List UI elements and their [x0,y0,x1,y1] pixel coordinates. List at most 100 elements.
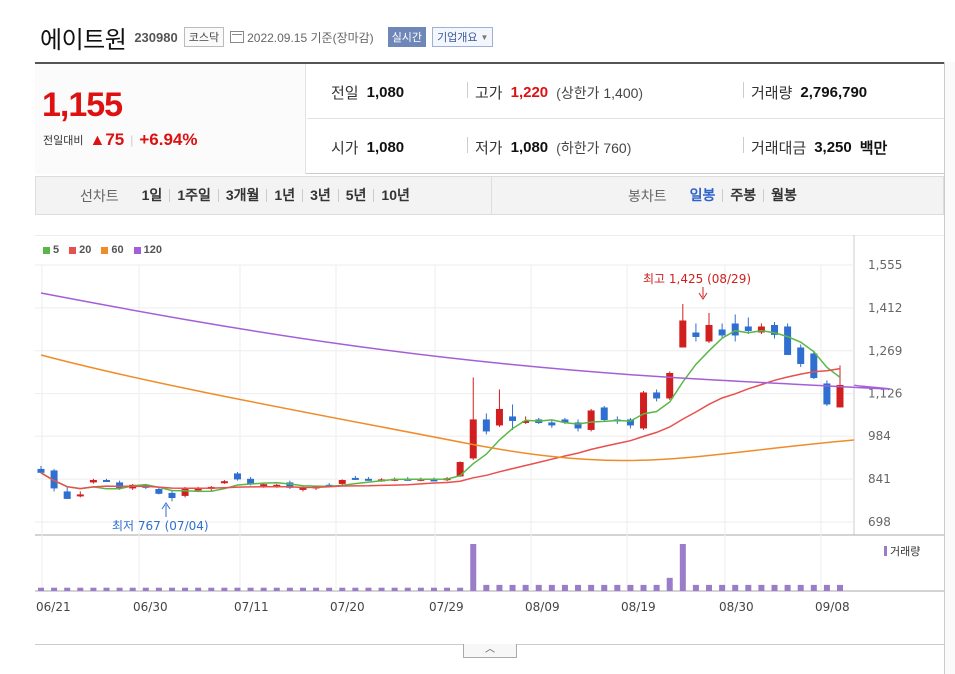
volume-bar [483,584,490,591]
chart-canvas[interactable]: 1,555 1,412 1,269 1,126 984 841 698 06/21 06/30 0… [35,235,944,645]
divider [467,137,468,153]
chart-toolbar: 선차트 1일 1주일 3개월 1년 3년 5년 10년 봉차트 일봉 주봉 월봉 [35,176,944,215]
company-overview-dropdown[interactable]: 기업개요 ▼ [432,27,494,47]
volume-bar [679,544,686,591]
low-price: 저가 1,080 (하한가 760) [475,137,631,158]
lower-limit-value: 760 [603,139,627,156]
candle-daily[interactable]: 일봉 [689,187,716,203]
candle-body [600,407,608,421]
current-price-cell: 1,155 전일대비 ▲75 | +6.94% [35,64,306,174]
candle-weekly[interactable]: 주봉 [722,188,763,202]
volume-bar [797,584,804,591]
candle-body [705,324,713,342]
volume-bar [719,584,726,591]
candle-body [757,326,765,333]
y-tick-label: 841 [868,472,891,486]
collapse-chart-button[interactable]: ︿ [463,644,517,658]
period-1y[interactable]: 1년 [266,188,302,202]
volume-bar [496,584,503,591]
volume-bar [561,584,568,591]
change-amount: ▲75 [89,130,124,150]
period-5y[interactable]: 5년 [337,188,374,202]
volume-bar [313,587,320,591]
turnover-value: 3,250 [814,139,852,156]
volume-bar [155,587,162,591]
open-price: 시가 1,080 [331,137,404,158]
prev-close-label: 전일 [331,85,359,102]
volume-bar [417,587,424,591]
candle-body [168,492,176,499]
stats-row-1: 전일 1,080 고가 1,220 (상한가 1,400) 거래량 2,796,… [307,64,944,119]
candle-body [233,473,241,480]
volume-bar [640,584,647,591]
candle-body [247,478,255,484]
turnover: 거래대금 3,250 백만 [751,137,887,158]
period-10y[interactable]: 10년 [373,188,416,202]
x-tick-label: 09/08 [815,600,850,614]
candle-body [509,416,517,421]
high-label: 고가 [475,85,503,102]
lower-limit-label: 하한가 [560,139,600,156]
current-price: 1,155 [42,86,123,124]
volume-bar [142,587,149,591]
high-annotation: 최고 1,425 (08/29) [643,272,751,286]
turnover-label: 거래대금 [751,140,807,157]
volume-bar [823,584,830,591]
y-tick-label: 984 [868,429,891,443]
volume-bar [588,584,595,591]
upper-limit-label: 상한가 [560,84,600,101]
period-1d[interactable]: 1일 [141,187,163,203]
calendar-icon [230,31,245,43]
chevron-up-icon: ︿ [485,644,495,655]
candle-body [116,482,124,489]
date-text: 2022.09.15 기준(장마감) [247,30,374,45]
high-value: 1,220 [510,84,549,101]
high-price: 고가 1,220 (상한가 1,400) [475,82,643,103]
volume-bar [470,544,477,591]
volume-bar [837,584,843,591]
volume-bar [535,584,542,591]
candle-monthly[interactable]: 월봉 [763,188,804,202]
divider [743,137,744,153]
candle-body [194,488,202,491]
volume-bar [286,587,293,591]
ma120-line [40,292,891,390]
volume-bar [706,584,713,591]
volume-bar [326,587,333,591]
volume-bar [378,587,385,591]
period-3m[interactable]: 3개월 [217,188,267,202]
volume-bar [129,587,136,591]
volume-bar [51,587,58,591]
y-tick-label: 698 [868,515,891,529]
volume-bar [614,584,621,591]
volume-bar [77,587,84,591]
page-scrollbar[interactable] [944,62,955,674]
volume-bar [208,587,215,591]
volume-bar [116,587,123,591]
candle-body [286,482,294,488]
x-tick-label: 07/29 [429,600,464,614]
volume-bar [732,584,739,591]
candle-body [469,419,477,459]
overview-label: 기업개요 [437,32,478,44]
candle-body [810,353,818,379]
realtime-button[interactable]: 실시간 [387,27,427,47]
volume-bar [221,587,228,591]
low-arrow-head [161,502,171,510]
low-annotation: 최저 767 (07/04) [112,519,209,533]
candle-body [155,489,163,494]
candle-body [351,477,359,480]
line-chart-label: 선차트 [80,187,119,204]
candle-body [587,410,595,430]
volume-bar [522,584,529,591]
company-name: 에이트원 [40,26,127,54]
divider [467,82,468,98]
period-1w[interactable]: 1주일 [169,188,218,202]
change-amount-value: 75 [105,130,125,149]
candle-body [260,484,268,487]
change-label: 전일대비 [43,135,84,147]
period-3y[interactable]: 3년 [302,188,338,202]
candle-body [626,419,634,426]
volume-bar [457,587,464,591]
volume-bar [260,587,267,591]
